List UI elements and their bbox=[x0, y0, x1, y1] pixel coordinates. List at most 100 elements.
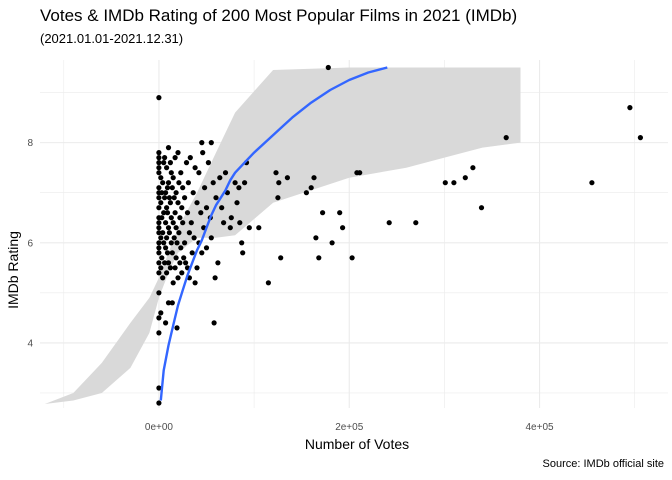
data-point bbox=[156, 205, 162, 211]
data-point bbox=[205, 160, 211, 166]
data-point bbox=[478, 205, 485, 211]
data-point bbox=[194, 265, 200, 271]
data-point bbox=[175, 275, 181, 281]
y-axis-title: IMDb Rating bbox=[5, 231, 21, 309]
data-point bbox=[199, 250, 205, 256]
data-point bbox=[162, 195, 168, 201]
data-point bbox=[589, 180, 595, 186]
data-point bbox=[177, 260, 183, 266]
data-point bbox=[199, 140, 205, 146]
data-point bbox=[156, 290, 162, 296]
data-point bbox=[176, 230, 182, 236]
data-point bbox=[168, 170, 174, 176]
data-point bbox=[239, 240, 245, 246]
y-tick-label: 8 bbox=[27, 138, 33, 149]
data-point bbox=[159, 215, 165, 221]
data-point bbox=[189, 250, 195, 256]
data-point bbox=[171, 235, 177, 241]
data-point bbox=[158, 200, 164, 206]
data-point bbox=[203, 205, 210, 211]
data-point bbox=[156, 330, 162, 336]
data-point bbox=[191, 235, 197, 241]
data-point bbox=[234, 200, 240, 206]
data-point bbox=[167, 200, 173, 206]
data-point bbox=[180, 185, 186, 191]
data-point bbox=[192, 165, 198, 171]
data-point bbox=[164, 270, 170, 276]
data-point bbox=[188, 220, 194, 226]
data-point bbox=[276, 180, 282, 186]
data-point bbox=[169, 300, 175, 306]
data-point bbox=[164, 235, 170, 241]
data-point bbox=[156, 225, 162, 231]
data-point bbox=[186, 230, 192, 236]
x-tick-label: 0e+00 bbox=[145, 422, 174, 433]
data-point bbox=[156, 250, 162, 256]
data-point bbox=[159, 190, 165, 196]
data-point bbox=[308, 185, 314, 191]
data-point bbox=[163, 190, 169, 196]
data-point bbox=[169, 185, 175, 191]
x-tick-label: 4e+05 bbox=[525, 422, 554, 433]
data-point bbox=[237, 220, 243, 226]
y-tick-label: 4 bbox=[27, 338, 33, 349]
data-point bbox=[172, 155, 178, 161]
y-tick-label: 6 bbox=[27, 238, 33, 249]
data-point bbox=[278, 255, 284, 261]
data-point bbox=[219, 205, 225, 211]
data-point bbox=[194, 200, 200, 206]
data-point bbox=[357, 170, 363, 176]
data-point bbox=[165, 225, 172, 231]
data-point bbox=[156, 240, 162, 246]
data-point bbox=[208, 140, 214, 146]
data-point bbox=[221, 220, 227, 226]
data-point bbox=[232, 180, 238, 186]
data-point bbox=[451, 180, 457, 186]
data-point bbox=[173, 255, 179, 261]
data-point bbox=[166, 195, 172, 201]
data-point bbox=[462, 175, 468, 181]
chart-subtitle: (2021.01.01-2021.12.31) bbox=[40, 31, 184, 46]
data-point bbox=[156, 155, 162, 161]
data-point bbox=[164, 210, 171, 216]
data-point bbox=[160, 180, 166, 186]
data-point bbox=[167, 265, 173, 271]
data-point bbox=[215, 260, 221, 266]
data-point bbox=[156, 400, 162, 406]
data-point bbox=[173, 190, 179, 196]
data-point bbox=[162, 260, 168, 266]
data-point bbox=[222, 170, 229, 176]
data-point bbox=[160, 230, 166, 236]
x-tick-labels: 0e+00 2e+05 4e+05 bbox=[145, 422, 554, 433]
data-point bbox=[156, 185, 162, 191]
data-point bbox=[442, 180, 448, 186]
ci-ribbon bbox=[44, 67, 521, 404]
data-point bbox=[156, 170, 162, 176]
data-point bbox=[217, 175, 223, 181]
data-point bbox=[316, 255, 322, 261]
data-point bbox=[158, 310, 164, 316]
data-point bbox=[165, 260, 172, 266]
data-point bbox=[164, 250, 171, 256]
data-point bbox=[171, 195, 177, 201]
data-point bbox=[242, 180, 248, 186]
data-point bbox=[156, 220, 162, 226]
data-point bbox=[200, 150, 206, 156]
loess-line bbox=[159, 66, 388, 401]
data-point bbox=[158, 175, 164, 181]
data-point bbox=[210, 180, 216, 186]
data-point bbox=[170, 220, 176, 226]
data-point bbox=[208, 235, 214, 241]
data-point bbox=[156, 230, 162, 236]
data-point bbox=[156, 245, 162, 251]
data-point bbox=[196, 170, 202, 176]
data-point bbox=[159, 255, 165, 261]
data-point bbox=[168, 215, 174, 221]
data-point bbox=[174, 240, 180, 246]
data-point bbox=[161, 240, 167, 246]
data-point bbox=[183, 160, 190, 166]
data-point bbox=[160, 275, 166, 281]
data-point bbox=[172, 210, 178, 216]
data-point bbox=[182, 240, 188, 246]
